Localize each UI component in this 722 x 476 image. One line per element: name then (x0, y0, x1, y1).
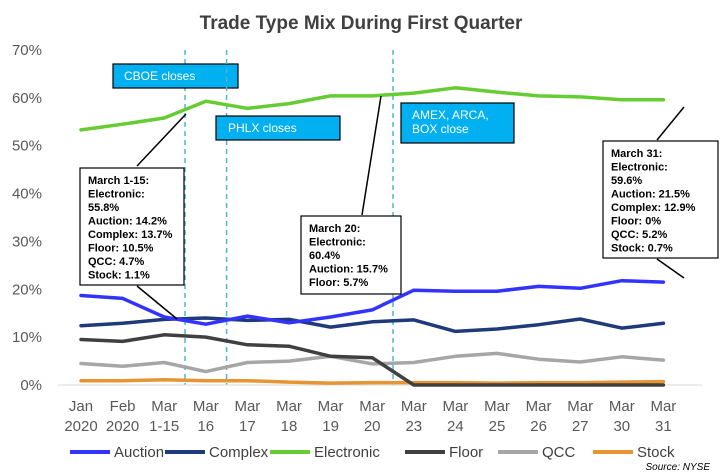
event-label-1: CBOE closes (124, 69, 195, 83)
annotation-line: Electronic: (309, 237, 366, 249)
x-tick-label: Mar (484, 398, 510, 415)
event-label-2: PHLX closes (228, 121, 297, 135)
x-tick-label: 23 (405, 418, 422, 435)
chart-title: Trade Type Mix During First Quarter (200, 13, 523, 34)
x-tick-label: Jan (69, 398, 93, 415)
source-note: Source: NYSE (646, 462, 711, 473)
annotation-line: 55.8% (88, 202, 119, 214)
annotation-line: Complex: 13.7% (88, 229, 173, 241)
annotation-box-3 (602, 140, 719, 259)
x-tick-label: 31 (655, 418, 672, 435)
annotation-line: Auction: 21.5% (611, 189, 690, 201)
x-tick-label: 1-15 (149, 418, 179, 435)
annotation-box-2 (300, 215, 402, 295)
annotation-line: Electronic: (88, 189, 145, 201)
x-tick-label: Feb (110, 398, 136, 415)
annotation-line: March 20: (309, 223, 360, 235)
annotation-leader-1 (136, 113, 187, 167)
x-tick-label: Mar (193, 398, 219, 415)
series-line-electronic (79, 86, 666, 132)
annotation-line: Electronic: (611, 162, 668, 174)
x-tick-label: Mar (401, 398, 427, 415)
annotation-line: Floor: 5.7% (309, 277, 369, 289)
x-tick-label: 18 (281, 418, 298, 435)
y-tick-label: 60% (12, 90, 42, 107)
annotation-line: QCC: 4.7% (88, 256, 144, 268)
y-tick-label: 50% (12, 138, 42, 155)
event-box-2 (215, 115, 341, 141)
y-tick-label: 30% (12, 233, 42, 250)
annotation-box-1 (79, 167, 185, 286)
x-tick-label: 25 (489, 418, 506, 435)
x-tick-label: 2020 (106, 418, 139, 435)
annotation-line: Stock: 1.1% (88, 270, 150, 282)
x-tick-label: Mar (526, 398, 552, 415)
x-tick-label: 26 (530, 418, 547, 435)
legend-label-complex: Complex (209, 444, 269, 461)
y-tick-label: 10% (12, 329, 42, 346)
x-tick-label: 16 (197, 418, 214, 435)
annotation-line: Auction: 15.7% (309, 264, 388, 276)
annotation-line: March 1-15: (88, 175, 149, 187)
annotation-line: 59.6% (611, 175, 642, 187)
annotation-line: Complex: 12.9% (611, 202, 696, 214)
y-tick-label: 20% (12, 281, 42, 298)
annotation-leader-1 (136, 285, 178, 320)
x-tick-label: 17 (239, 418, 256, 435)
legend-label-electronic: Electronic (314, 444, 380, 461)
annotation-callouts: March 1-15:Electronic:55.8%Auction: 14.2… (79, 95, 719, 320)
x-tick-label: 19 (322, 418, 339, 435)
y-axis-ticks: 0% 10% 20% 30% 40% 50% 60% 70% (12, 42, 42, 394)
annotation-leader-3 (656, 258, 685, 279)
x-tick-label: 30 (613, 418, 630, 435)
x-tick-label: Mar (609, 398, 635, 415)
series-line-stock (79, 377, 666, 385)
annotation-line: Auction: 14.2% (88, 216, 167, 228)
x-tick-label: 24 (447, 418, 464, 435)
y-tick-label: 40% (12, 186, 42, 203)
event-markers: CBOE closes PHLX closes AMEX, ARCA,BOX clo… (112, 50, 515, 385)
x-tick-label: Mar (234, 398, 260, 415)
series-line-auction (79, 278, 666, 326)
event-box-1 (112, 63, 239, 89)
series-line-floor (79, 333, 666, 387)
annotation-line: Stock: 0.7% (611, 243, 673, 255)
legend-label-floor: Floor (449, 444, 483, 461)
x-tick-label: 20 (364, 418, 381, 435)
y-tick-label: 0% (20, 377, 42, 394)
x-tick-label: Mar (567, 398, 593, 415)
annotation-leader-2 (361, 95, 382, 216)
annotation-line: Floor: 10.5% (88, 243, 154, 255)
legend-label-qcc: QCC (542, 444, 576, 461)
x-tick-label: 27 (572, 418, 589, 435)
annotation-line: March 31: (611, 148, 662, 160)
x-tick-label: Mar (650, 398, 676, 415)
event-box-3 (400, 102, 515, 144)
y-tick-label: 70% (12, 42, 42, 59)
series-lines (79, 86, 666, 387)
event-label-3: AMEX, ARCA, (412, 108, 489, 122)
legend: Auction Complex Electronic Floor QCC Stock (70, 444, 675, 461)
x-tick-label: Mar (151, 398, 177, 415)
x-tick-label: 2020 (64, 418, 97, 435)
annotation-line: Floor: 0% (611, 216, 661, 228)
x-axis-ticks: Jan 2020 Feb 2020 Mar 1-15 Mar 16 Mar 17 Mar 18 Mar 1… (64, 398, 676, 435)
legend-label-stock: Stock (637, 444, 675, 461)
x-tick-label: Mar (359, 398, 385, 415)
legend-label-auction: Auction (114, 444, 164, 461)
annotation-line: 60.4% (309, 250, 340, 262)
series-line-qcc (79, 351, 666, 374)
event-label-3: BOX close (412, 122, 469, 136)
annotation-line: QCC: 5.2% (611, 229, 667, 241)
annotation-leader-3 (656, 106, 685, 141)
x-tick-label: Mar (442, 398, 468, 415)
x-tick-label: Mar (318, 398, 344, 415)
series-line-complex (79, 316, 666, 334)
x-tick-label: Mar (276, 398, 302, 415)
